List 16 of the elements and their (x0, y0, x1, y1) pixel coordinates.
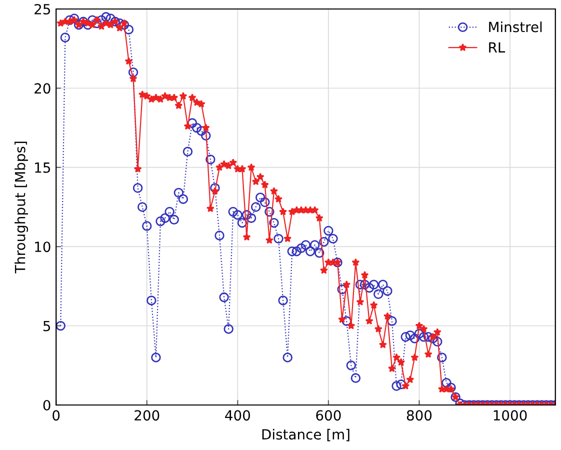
x-tick-label: 600 (316, 410, 341, 421)
x-tick-label: 0 (52, 410, 60, 421)
y-tick-label: 0 (43, 400, 50, 410)
x-axis-title: Distance [m] (262, 428, 350, 442)
y-axis-title: Throughput [Mbps] (14, 142, 28, 274)
x-tick-label: 400 (225, 410, 250, 421)
x-tick-label: 1000 (494, 410, 527, 421)
legend-label: RL (489, 42, 506, 52)
x-tick-label: 200 (134, 410, 160, 421)
x-tick-label: 800 (406, 410, 432, 421)
y-tick-label: 10 (35, 242, 50, 252)
y-tick-label: 25 (34, 4, 50, 14)
y-tick-label: 5 (43, 320, 50, 332)
y-tick-label: 15 (35, 162, 50, 173)
y-tick-label: 20 (34, 83, 50, 94)
legend-label: Minstrel (489, 22, 542, 32)
